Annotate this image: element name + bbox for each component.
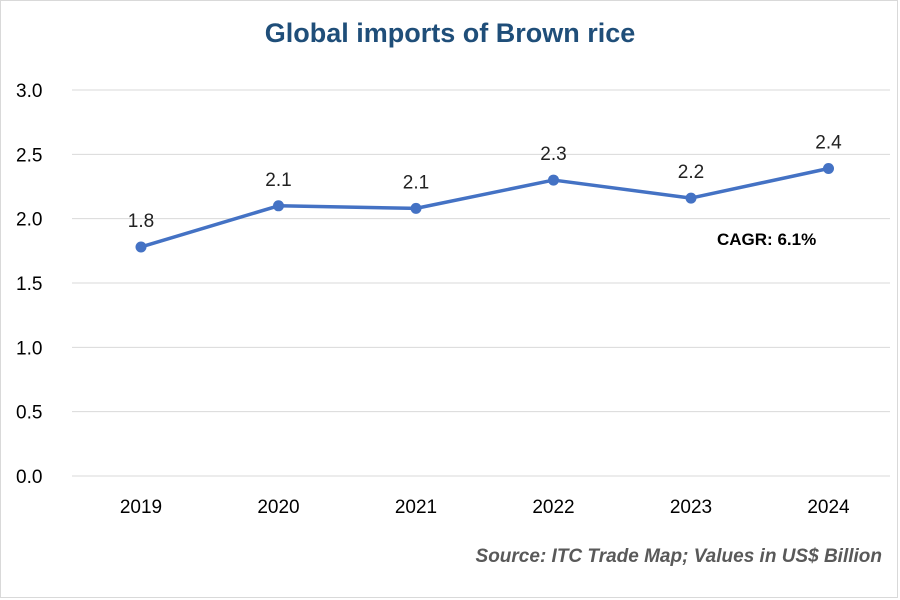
data-label: 1.8 [128, 211, 154, 232]
data-labels: 1.8 2.1 2.1 2.3 2.2 2.4 [128, 132, 842, 231]
series-line [139, 166, 831, 249]
x-tick-label: 2024 [807, 497, 850, 518]
data-point [548, 174, 559, 186]
data-label: 2.4 [815, 132, 842, 153]
gridlines [72, 89, 890, 477]
y-tick-label: 3.0 [16, 81, 42, 102]
source-note: Source: ITC Trade Map; Values in US$ Bil… [475, 546, 882, 567]
data-point [410, 202, 422, 214]
chart-title: Global imports of Brown rice [264, 18, 636, 48]
x-tick-label: 2020 [257, 497, 299, 518]
y-tick-label: 2.5 [16, 145, 42, 166]
y-tick-label: 0.5 [16, 403, 42, 424]
data-label: 2.3 [540, 144, 566, 165]
data-label: 2.1 [265, 170, 291, 191]
cagr-annotation: CAGR: 6.1% [717, 230, 816, 249]
x-tick-label: 2021 [395, 497, 437, 518]
x-axis-ticks: 2019 2020 2021 2022 2023 2024 [120, 497, 850, 518]
data-point [685, 192, 697, 204]
y-tick-label: 0.0 [16, 467, 42, 488]
y-tick-label: 2.0 [16, 210, 42, 231]
data-point [135, 241, 147, 253]
x-tick-label: 2019 [120, 497, 162, 518]
data-point [823, 162, 834, 174]
x-tick-label: 2022 [532, 497, 574, 518]
data-label: 2.2 [678, 162, 704, 183]
data-label: 2.1 [403, 172, 429, 193]
data-points [135, 162, 834, 253]
data-point [273, 200, 284, 212]
y-tick-label: 1.0 [16, 338, 42, 359]
y-axis-ticks: 0.0 0.5 1.0 1.5 2.0 2.5 3.0 [16, 81, 42, 488]
y-tick-label: 1.5 [16, 274, 42, 295]
x-tick-label: 2023 [670, 497, 712, 518]
series-line-layer [139, 166, 831, 249]
